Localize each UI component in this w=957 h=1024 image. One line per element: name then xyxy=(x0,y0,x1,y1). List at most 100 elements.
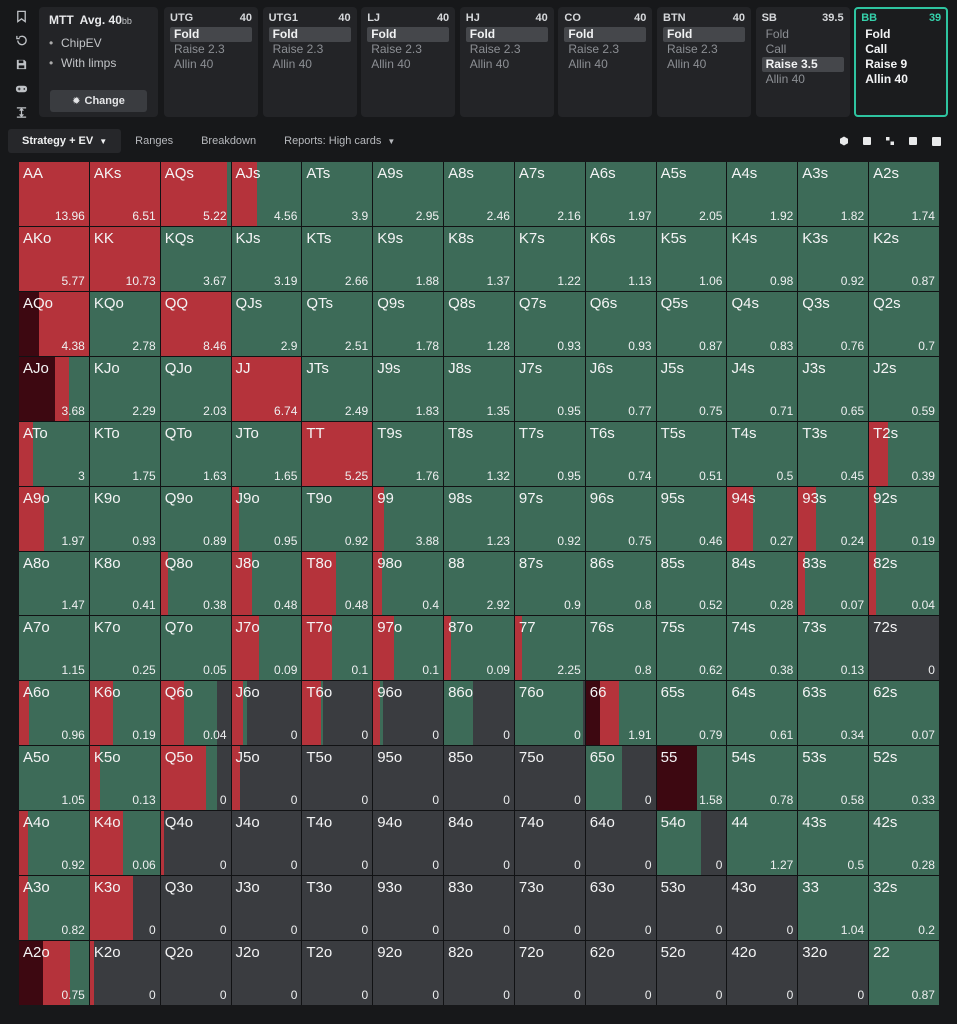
hand-cell[interactable]: 82o 0 xyxy=(444,941,514,1005)
hand-cell[interactable]: T3s 0.45 xyxy=(798,421,869,486)
hand-cell[interactable]: Q6o 0.04 xyxy=(160,681,231,746)
action-option[interactable]: Allin 40 xyxy=(865,72,908,86)
hand-cell[interactable]: AA 13.96 xyxy=(19,162,89,226)
hand-cell[interactable]: Q6s 0.93 xyxy=(585,291,656,356)
hand-cell[interactable]: 84o 0 xyxy=(444,811,514,876)
action-option[interactable]: Fold xyxy=(170,27,252,42)
hand-cell[interactable]: K9s 1.88 xyxy=(373,226,444,291)
hand-cell[interactable]: Q7o 0.05 xyxy=(160,616,231,681)
hand-cell[interactable]: 33 1.04 xyxy=(798,876,869,941)
hand-cell[interactable]: 92o 0 xyxy=(373,941,444,1005)
hand-cell[interactable]: Q8o 0.38 xyxy=(160,551,231,616)
hand-cell[interactable]: QQ 8.46 xyxy=(160,291,231,356)
hand-cell[interactable]: K4s 0.98 xyxy=(727,226,798,291)
hand-cell[interactable]: 64o 0 xyxy=(585,811,656,876)
hand-cell[interactable]: 83s 0.07 xyxy=(798,551,869,616)
hand-cell[interactable]: J8o 0.48 xyxy=(231,551,302,616)
hand-cell[interactable]: KTs 2.66 xyxy=(302,226,373,291)
hand-cell[interactable]: 44 1.27 xyxy=(727,811,798,876)
hand-cell[interactable]: J4o 0 xyxy=(231,811,302,876)
hand-cell[interactable]: KJs 3.19 xyxy=(231,226,302,291)
align-icon[interactable] xyxy=(14,105,28,119)
hand-cell[interactable]: A4s 1.92 xyxy=(727,162,798,226)
hand-cell[interactable]: 98s 1.23 xyxy=(444,486,514,551)
hand-cell[interactable]: J8s 1.35 xyxy=(444,356,514,421)
hand-cell[interactable]: 75o 0 xyxy=(514,746,585,811)
hand-cell[interactable]: T7s 0.95 xyxy=(514,421,585,486)
list-view-icon[interactable] xyxy=(906,134,920,148)
hand-cell[interactable]: 63o 0 xyxy=(585,876,656,941)
tab-breakdown[interactable]: Breakdown xyxy=(187,129,270,153)
hand-cell[interactable]: ATo 3 xyxy=(19,421,89,486)
hand-cell[interactable]: K5o 0.13 xyxy=(89,746,160,811)
position-card-sb[interactable]: SB 39.5 Fold Call Raise 3.5 Allin 40 xyxy=(755,7,850,117)
hand-cell[interactable]: KQs 3.67 xyxy=(160,226,231,291)
hand-cell[interactable]: Q4s 0.83 xyxy=(727,291,798,356)
action-option[interactable]: Allin 40 xyxy=(371,57,411,71)
change-button[interactable]: ✹ Change xyxy=(50,90,147,112)
hand-cell[interactable]: J3o 0 xyxy=(231,876,302,941)
hand-cell[interactable]: K9o 0.93 xyxy=(89,486,160,551)
position-card-lj[interactable]: LJ 40 Fold Raise 2.3 Allin 40 xyxy=(361,7,456,117)
hexagon-view-icon[interactable] xyxy=(837,134,851,148)
hand-cell[interactable]: AKo 5.77 xyxy=(19,226,89,291)
hand-cell[interactable]: QJo 2.03 xyxy=(160,356,231,421)
hand-cell[interactable]: J3s 0.65 xyxy=(798,356,869,421)
hand-cell[interactable]: AQo 4.38 xyxy=(19,291,89,356)
hand-cell[interactable]: A9s 2.95 xyxy=(373,162,444,226)
hand-cell[interactable]: J2o 0 xyxy=(231,941,302,1005)
hand-cell[interactable]: KJo 2.29 xyxy=(89,356,160,421)
hand-cell[interactable]: 94s 0.27 xyxy=(727,486,798,551)
hand-cell[interactable]: J9o 0.95 xyxy=(231,486,302,551)
position-card-bb[interactable]: BB 39 Fold Call Raise 9 Allin 40 xyxy=(854,7,949,117)
hand-cell[interactable]: T9s 1.76 xyxy=(373,421,444,486)
action-option[interactable]: Fold xyxy=(663,27,745,42)
hand-cell[interactable]: ATs 3.9 xyxy=(302,162,373,226)
hand-cell[interactable]: J7o 0.09 xyxy=(231,616,302,681)
hand-cell[interactable]: A5o 1.05 xyxy=(19,746,89,811)
action-option[interactable]: Raise 2.3 xyxy=(667,42,718,56)
hand-cell[interactable]: K2o 0 xyxy=(89,941,160,1005)
hand-cell[interactable]: 65o 0 xyxy=(585,746,656,811)
action-option[interactable]: Call xyxy=(865,42,888,56)
action-option[interactable]: Allin 40 xyxy=(667,57,707,71)
hand-cell[interactable]: K8s 1.37 xyxy=(444,226,514,291)
action-option[interactable]: Raise 2.3 xyxy=(371,42,422,56)
action-option[interactable]: Raise 2.3 xyxy=(272,42,324,56)
hand-cell[interactable]: 62o 0 xyxy=(585,941,656,1005)
position-card-co[interactable]: CO 40 Fold Raise 2.3 Allin 40 xyxy=(558,7,653,117)
hand-cell[interactable]: 87s 0.9 xyxy=(514,551,585,616)
action-option[interactable]: Allin 40 xyxy=(272,57,312,71)
hand-cell[interactable]: T7o 0.1 xyxy=(302,616,373,681)
hand-cell[interactable]: K7o 0.25 xyxy=(89,616,160,681)
action-option[interactable]: Allin 40 xyxy=(568,57,608,71)
hand-cell[interactable]: A4o 0.92 xyxy=(19,811,89,876)
hand-cell[interactable]: Q5s 0.87 xyxy=(656,291,727,356)
hand-cell[interactable]: T9o 0.92 xyxy=(302,486,373,551)
hand-cell[interactable]: A6s 1.97 xyxy=(585,162,656,226)
hand-cell[interactable]: 87o 0.09 xyxy=(444,616,514,681)
hand-cell[interactable]: J6s 0.77 xyxy=(585,356,656,421)
hand-cell[interactable]: 54o 0 xyxy=(656,811,727,876)
hand-cell[interactable]: 95o 0 xyxy=(373,746,444,811)
action-option[interactable]: Raise 3.5 xyxy=(761,57,844,72)
hand-cell[interactable]: TT 5.25 xyxy=(302,421,373,486)
hand-cell[interactable]: K8o 0.41 xyxy=(89,551,160,616)
hand-cell[interactable]: 74s 0.38 xyxy=(727,616,798,681)
hand-cell[interactable]: K2s 0.87 xyxy=(869,226,939,291)
action-option[interactable]: Raise 2.3 xyxy=(568,42,620,56)
hand-cell[interactable]: A6o 0.96 xyxy=(19,681,89,746)
hand-cell[interactable]: 74o 0 xyxy=(514,811,585,876)
hand-cell[interactable]: 93s 0.24 xyxy=(798,486,869,551)
hand-cell[interactable]: 75s 0.62 xyxy=(656,616,727,681)
hand-cell[interactable]: 32o 0 xyxy=(798,941,869,1005)
hand-cell[interactable]: 85o 0 xyxy=(444,746,514,811)
hand-cell[interactable]: QTs 2.51 xyxy=(302,291,373,356)
hand-cell[interactable]: 99 3.88 xyxy=(373,486,444,551)
hand-cell[interactable]: 32s 0.2 xyxy=(869,876,939,941)
history-icon[interactable] xyxy=(14,33,28,47)
hand-cell[interactable]: 76o 0 xyxy=(514,681,585,746)
hand-cell[interactable]: A3o 0.82 xyxy=(19,876,89,941)
action-option[interactable]: Fold xyxy=(865,27,891,41)
hand-cell[interactable]: T2o 0 xyxy=(302,941,373,1005)
